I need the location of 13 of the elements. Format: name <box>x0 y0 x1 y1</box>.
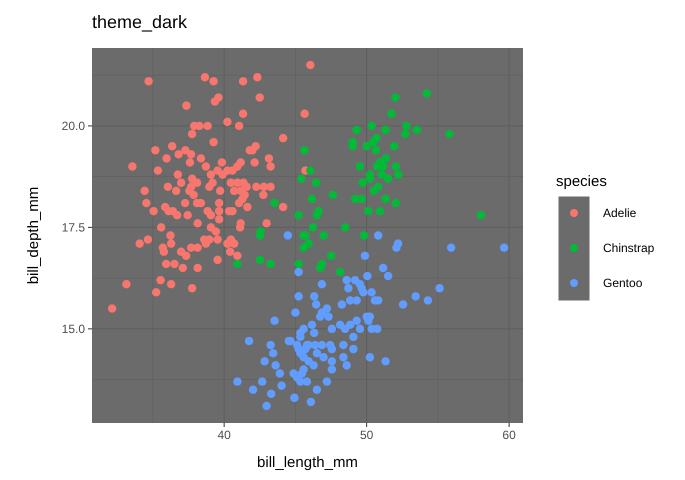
x-axis-title: bill_length_mm <box>257 454 358 471</box>
chart-title: theme_dark <box>92 12 188 32</box>
legend-title: species <box>556 173 607 190</box>
legend-label: Chinstrap <box>603 241 655 256</box>
y-tick-label: 15.0 <box>62 322 86 336</box>
x-tick-label: 40 <box>217 428 232 442</box>
legend-label: Adelie <box>603 206 637 220</box>
x-tick-label: 60 <box>502 428 516 442</box>
y-tick-label: 17.5 <box>62 220 86 235</box>
y-axis-title: bill_depth_mm <box>25 186 42 284</box>
x-tick-label: 50 <box>360 428 374 442</box>
legend-label: Gentoo <box>603 276 643 290</box>
y-tick-label: 20.0 <box>62 119 86 134</box>
